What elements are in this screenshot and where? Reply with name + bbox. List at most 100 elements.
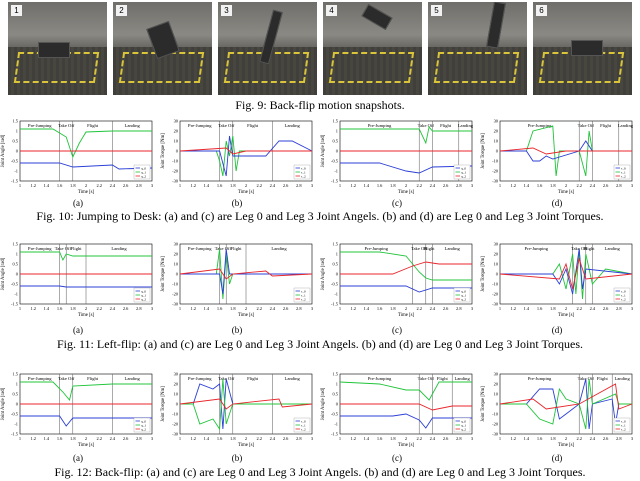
y-tick-label: -10: [172, 282, 179, 287]
chart-f12b: Pre-Jumping Take Off Flight Landing 1 1.2 1.4 1…: [161, 372, 314, 449]
snapshot-number: 5: [431, 5, 442, 16]
x-tick-label: 2: [85, 306, 87, 311]
y-tick-label: 0.5: [13, 262, 19, 267]
series-line-thigh: [180, 135, 313, 177]
x-tick-label: 3: [151, 436, 154, 441]
x-tick-label: 1: [19, 306, 21, 311]
y-tick-label: 0.5: [13, 139, 19, 144]
x-tick-label: 2: [245, 183, 247, 188]
snapshot-1: 1: [8, 2, 107, 95]
phase-label: Flight: [584, 246, 596, 251]
x-tick-label: 1.4: [364, 436, 370, 441]
legend-entry: q_2: [141, 174, 146, 178]
x-tick-label: 1: [179, 436, 181, 441]
x-tick-label: 1: [179, 306, 181, 311]
phase-label: Pre-Jumping: [28, 246, 52, 251]
x-tick-label: 2.8: [616, 183, 622, 188]
phase-label: Take Off: [418, 376, 435, 381]
series-line-thigh: [500, 140, 632, 162]
series-line-hip: [499, 383, 633, 410]
phase-label: Flight: [247, 123, 259, 128]
legend-entry: q_0: [141, 166, 146, 170]
phase-label: Flight: [87, 123, 99, 128]
phase-label: Flight: [87, 376, 99, 381]
x-tick-label: 2.6: [603, 436, 609, 441]
x-axis-label: Time [s]: [78, 443, 95, 448]
phase-label: Flight: [71, 246, 83, 251]
x-axis-label: Time [s]: [78, 190, 95, 195]
x-tick-label: 2.6: [603, 183, 609, 188]
legend-entry: τ_0: [621, 289, 626, 293]
y-tick-label: 30: [494, 119, 499, 124]
legend-entry: τ_2: [301, 174, 306, 178]
x-tick-label: 3: [311, 306, 314, 311]
phase-label: Landing: [125, 376, 141, 381]
x-tick-label: 2.4: [270, 306, 276, 311]
x-tick-label: 1.8: [70, 183, 76, 188]
y-tick-label: 30: [174, 372, 179, 377]
x-tick-label: 1.6: [537, 183, 543, 188]
y-axis-label: Joint Angle [rad]: [1, 387, 6, 420]
x-tick-label: 2.2: [576, 183, 582, 188]
legend-entry: τ_0: [301, 289, 306, 293]
legend-entry: τ_2: [621, 427, 626, 431]
y-axis-label: Joint Angle [rad]: [321, 134, 326, 167]
x-tick-label: 3: [631, 436, 634, 441]
y-tick-label: -20: [492, 422, 499, 427]
y-tick-label: -1.5: [331, 302, 339, 307]
chart-f10d: Pre-Jumping Take Off Flight Landing 1 1.2 1.4 1…: [481, 119, 634, 196]
y-tick-label: -30: [172, 302, 179, 307]
series-line-knee: [500, 248, 633, 300]
x-tick-label: 1: [499, 436, 501, 441]
x-tick-label: 1.8: [230, 306, 236, 311]
x-tick-label: 2.4: [270, 436, 276, 441]
x-axis-label: Time [s]: [238, 313, 255, 318]
phase-label: Pre-Jumping: [365, 246, 389, 251]
x-tick-label: 1.8: [390, 306, 396, 311]
x-tick-label: 1.6: [377, 306, 383, 311]
y-tick-label: -20: [492, 292, 499, 297]
y-tick-label: 20: [174, 382, 179, 387]
y-tick-label: 0: [176, 272, 179, 277]
series-line-knee: [20, 251, 152, 262]
phase-label: Take Off: [418, 123, 435, 128]
x-tick-label: 1.8: [230, 183, 236, 188]
robot-figure: [38, 42, 70, 58]
x-tick-label: 2: [565, 183, 567, 188]
y-axis-label: Joint Torque [Nm]: [161, 386, 166, 422]
x-tick-label: 2.2: [96, 183, 102, 188]
y-tick-label: 1.5: [13, 119, 19, 124]
y-tick-label: 20: [494, 252, 499, 257]
y-tick-label: -20: [172, 169, 179, 174]
x-tick-label: 2.4: [270, 183, 276, 188]
x-tick-label: 1.2: [190, 436, 196, 441]
y-tick-label: -0.5: [331, 412, 339, 417]
y-tick-label: 10: [494, 262, 499, 267]
series-line-knee: [20, 128, 152, 159]
chart-f12a: Pre-Jumping Take Off Flight Landing 1 1.2 1.4 1…: [1, 372, 154, 449]
legend-entry: q_1: [461, 293, 466, 297]
legend-entry: q_0: [461, 289, 466, 293]
x-tick-label: 1.4: [364, 183, 370, 188]
x-tick-label: 1.6: [57, 306, 63, 311]
y-axis-label: Joint Angle [rad]: [1, 134, 6, 167]
x-tick-label: 2: [245, 436, 247, 441]
legend-box: [293, 287, 311, 303]
y-axis-label: Joint Torque [Nm]: [481, 256, 486, 292]
phase-label: Flight: [247, 376, 259, 381]
y-tick-label: 10: [174, 262, 179, 267]
x-tick-label: 2.2: [96, 436, 102, 441]
phase-label: Pre-Jumping: [368, 376, 392, 381]
phase-label: Landing: [454, 376, 470, 381]
chart-f10c: Pre-Jumping Take Off Flight Landing 1 1.2 1.4 1…: [321, 119, 474, 196]
series-line-hip: [340, 403, 472, 411]
y-tick-label: -30: [492, 432, 499, 437]
robot-figure: [486, 2, 506, 49]
x-axis-label: Time [s]: [558, 313, 575, 318]
chart-f12d: Pre-Jumping Take Off Flight Landing 1 1.2 1.4 1…: [481, 372, 634, 449]
legend-entry: q_2: [461, 174, 466, 178]
legend-entry: τ_1: [301, 293, 306, 297]
x-tick-label: 1.2: [350, 436, 356, 441]
y-tick-label: -30: [172, 432, 179, 437]
y-tick-label: 0.5: [13, 392, 19, 397]
